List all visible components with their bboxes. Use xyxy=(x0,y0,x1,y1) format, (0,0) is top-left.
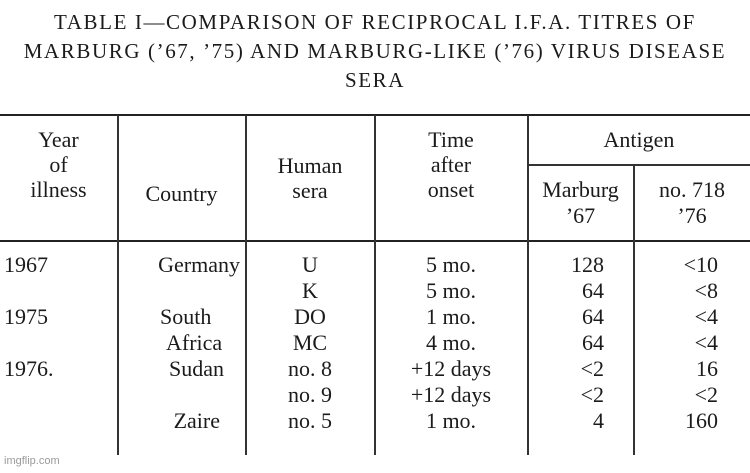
header-antigen: Antigen xyxy=(603,127,675,152)
cell-marburg: 4 xyxy=(593,408,604,433)
cell-no718: <10 xyxy=(683,252,718,277)
header-year-line: of xyxy=(49,152,68,177)
cell-no718: 16 xyxy=(696,356,718,381)
header-time-line: after xyxy=(430,152,472,177)
column-divider-2 xyxy=(245,115,247,455)
cell-country: Africa xyxy=(166,330,223,355)
cell-sera: U xyxy=(302,252,318,277)
header-sera-line: Human xyxy=(277,153,343,178)
watermark: imgflip.com xyxy=(4,455,60,467)
cell-no718: <8 xyxy=(694,278,718,303)
cell-country: South xyxy=(160,304,212,329)
cell-sera: DO xyxy=(294,304,326,329)
cell-sera: MC xyxy=(292,330,328,355)
cell-marburg: 64 xyxy=(582,330,604,355)
cell-no718: <4 xyxy=(694,330,718,355)
header-no718-line: no. 718 xyxy=(659,177,725,202)
cell-sera: K xyxy=(302,278,318,303)
cell-time: 5 mo. xyxy=(425,252,477,277)
cell-year: 1976. xyxy=(4,356,54,381)
header-country: Country xyxy=(145,181,218,206)
antigen-subheader-rule xyxy=(527,164,750,166)
header-time-line: Time xyxy=(428,127,474,152)
cell-time: +12 days xyxy=(410,356,492,381)
header-marburg-line: ’67 xyxy=(565,203,596,228)
header-time-line: onset xyxy=(427,177,475,202)
cell-time: 4 mo. xyxy=(425,330,477,355)
table-title-line-2: MARBURG (’67, ’75) AND MARBURG-LIKE (’76… xyxy=(23,39,727,63)
cell-time: 1 mo. xyxy=(425,304,477,329)
cell-year: 1967 xyxy=(4,252,48,277)
cell-time: 1 mo. xyxy=(425,408,477,433)
cell-time: +12 days xyxy=(410,382,492,407)
cell-sera: no. 5 xyxy=(288,408,332,433)
header-marburg-line: Marburg xyxy=(542,177,619,202)
column-divider-5 xyxy=(633,165,635,455)
column-divider-4 xyxy=(527,115,529,455)
table-title-line-3: SERA xyxy=(344,68,406,92)
cell-marburg: 128 xyxy=(571,252,604,277)
cell-country: Zaire xyxy=(173,408,220,433)
cell-marburg: 64 xyxy=(582,278,604,303)
cell-marburg: <2 xyxy=(580,382,604,407)
cell-no718: <4 xyxy=(694,304,718,329)
table-title-line-1: TABLE I—COMPARISON OF RECIPROCAL I.F.A. … xyxy=(54,10,696,34)
cell-sera: no. 8 xyxy=(288,356,332,381)
column-divider-3 xyxy=(374,115,376,455)
table-title: TABLE I—COMPARISON OF RECIPROCAL I.F.A. … xyxy=(0,8,750,95)
cell-country: Sudan xyxy=(169,356,224,381)
cell-sera: no. 9 xyxy=(288,382,332,407)
cell-year: 1975 xyxy=(4,304,48,329)
cell-no718: 160 xyxy=(685,408,718,433)
cell-marburg: <2 xyxy=(580,356,604,381)
cell-no718: <2 xyxy=(694,382,718,407)
header-no718-line: ’76 xyxy=(677,203,707,228)
header-year-line: Year xyxy=(38,127,79,152)
header-sera-line: sera xyxy=(292,178,328,203)
cell-country: Germany xyxy=(158,252,240,277)
header-year-line: illness xyxy=(30,177,87,202)
cell-time: 5 mo. xyxy=(425,278,477,303)
cell-marburg: 64 xyxy=(582,304,604,329)
column-divider-1 xyxy=(117,115,119,455)
